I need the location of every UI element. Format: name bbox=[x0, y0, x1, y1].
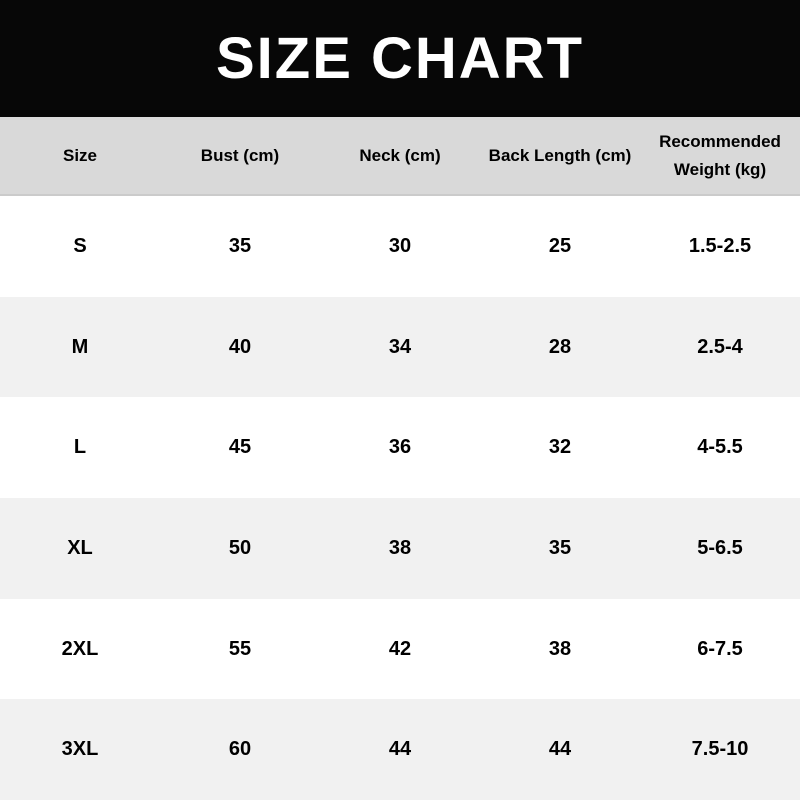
cell-size: 3XL bbox=[61, 738, 99, 761]
cell-back-length: 35 bbox=[548, 536, 572, 559]
cell-weight: 6-7.5 bbox=[697, 637, 743, 660]
cell-size: 2XL bbox=[61, 637, 99, 660]
cell-size: XL bbox=[67, 536, 93, 559]
cell-bust: 40 bbox=[228, 335, 252, 358]
cell-neck: 34 bbox=[388, 335, 412, 358]
col-header-bust: Bust (cm) bbox=[200, 145, 280, 165]
cell-weight: 7.5-10 bbox=[691, 738, 749, 761]
cell-weight: 4-5.5 bbox=[697, 436, 743, 459]
table-row: M 40 34 28 2.5-4 bbox=[0, 296, 800, 398]
cell-neck: 36 bbox=[388, 436, 412, 459]
cell-back-length: 38 bbox=[548, 637, 572, 660]
cell-bust: 55 bbox=[228, 637, 252, 660]
title-banner: SIZE CHART bbox=[0, 0, 800, 117]
col-header-size: Size bbox=[62, 145, 98, 165]
table-row: L 45 36 32 4-5.5 bbox=[0, 397, 800, 499]
cell-neck: 42 bbox=[388, 637, 412, 660]
col-header-weight: Recommended Weight (kg) bbox=[659, 132, 781, 179]
cell-weight: 2.5-4 bbox=[697, 335, 743, 358]
cell-weight: 5-6.5 bbox=[697, 536, 743, 559]
cell-neck: 30 bbox=[388, 234, 412, 257]
table-row: XL 50 38 35 5-6.5 bbox=[0, 498, 800, 599]
size-table: Size Bust (cm) Neck (cm) Back Length (cm… bbox=[0, 117, 800, 800]
col-header-neck: Neck (cm) bbox=[359, 145, 441, 165]
cell-back-length: 28 bbox=[548, 335, 572, 358]
table-row: 2XL 55 42 38 6-7.5 bbox=[0, 598, 800, 700]
cell-bust: 60 bbox=[228, 738, 252, 761]
cell-size: S bbox=[73, 234, 87, 257]
table-header-row: Size Bust (cm) Neck (cm) Back Length (cm… bbox=[0, 117, 800, 196]
cell-bust: 50 bbox=[228, 536, 252, 559]
cell-size: M bbox=[71, 335, 89, 358]
table-row: S 35 30 25 1.5-2.5 bbox=[0, 196, 800, 297]
table-row: 3XL 60 44 44 7.5-10 bbox=[0, 699, 800, 800]
cell-bust: 45 bbox=[228, 436, 252, 459]
page-title: SIZE CHART bbox=[216, 26, 584, 91]
cell-bust: 35 bbox=[228, 234, 252, 257]
cell-neck: 44 bbox=[388, 738, 412, 761]
cell-neck: 38 bbox=[388, 536, 412, 559]
cell-back-length: 25 bbox=[548, 234, 572, 257]
cell-size: L bbox=[73, 436, 87, 459]
cell-weight: 1.5-2.5 bbox=[688, 234, 752, 257]
cell-back-length: 32 bbox=[548, 436, 572, 459]
cell-back-length: 44 bbox=[548, 738, 572, 761]
col-header-back-length: Back Length (cm) bbox=[488, 145, 632, 165]
